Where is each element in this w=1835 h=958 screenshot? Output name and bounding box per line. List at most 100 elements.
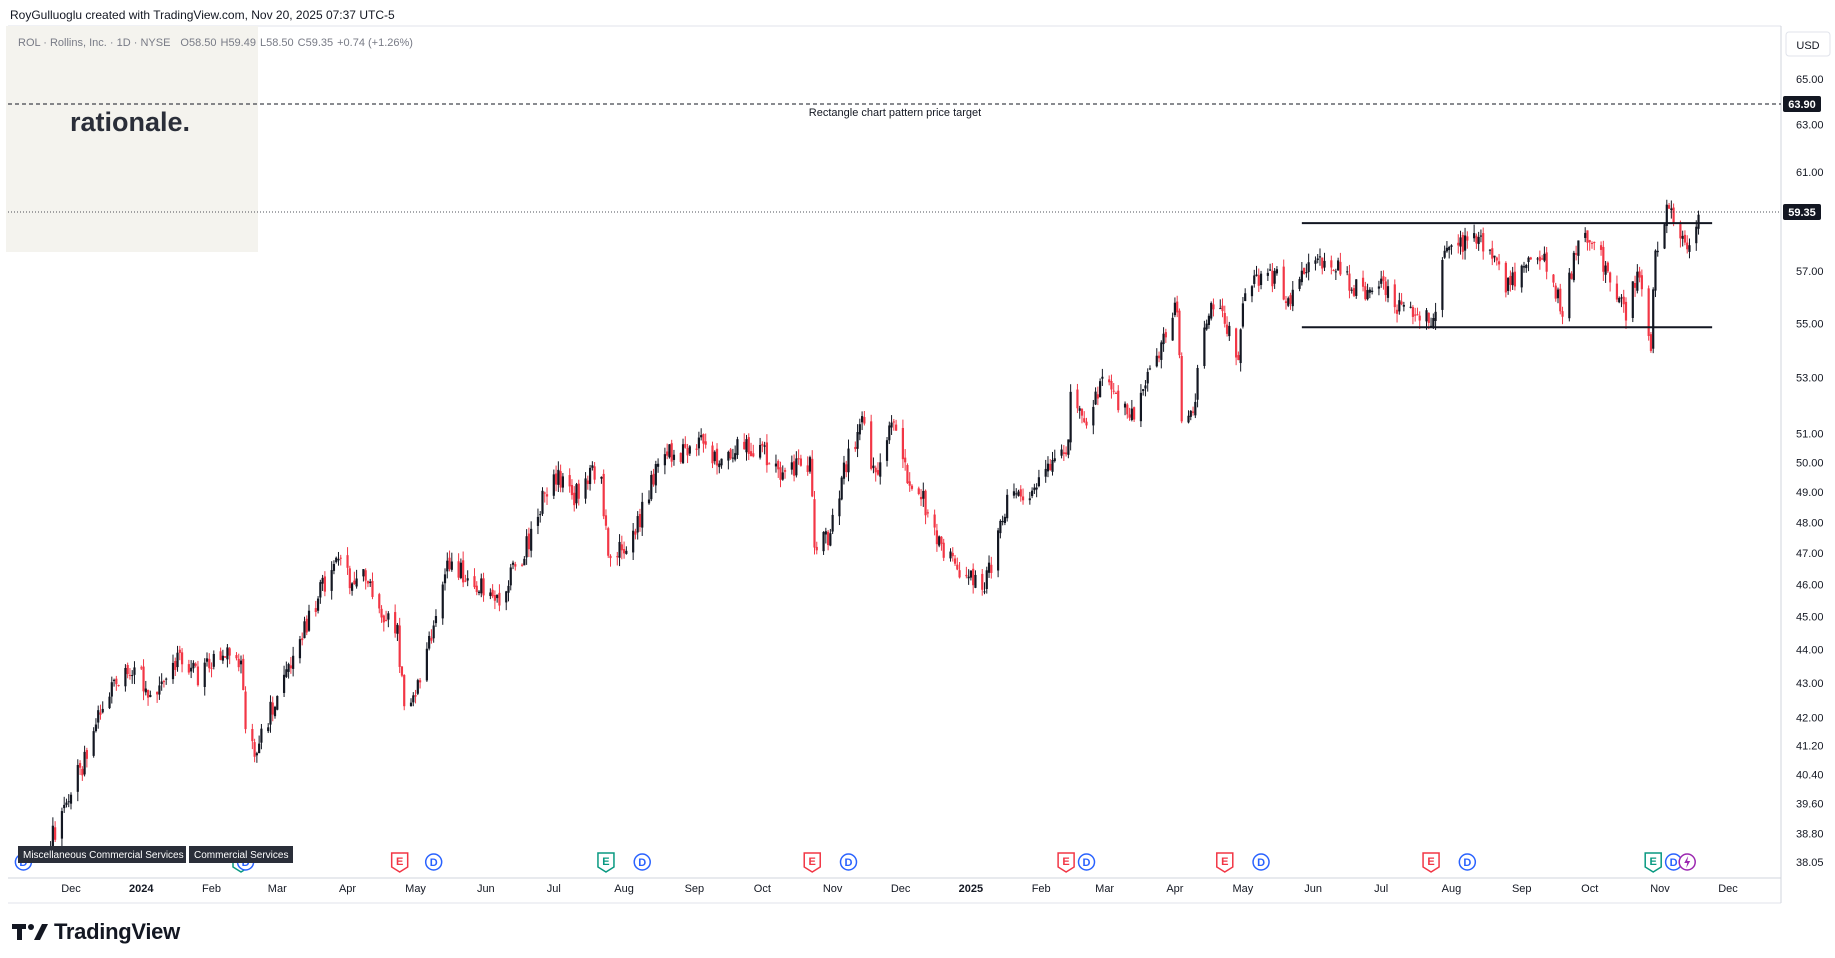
svg-text:D: D xyxy=(1670,857,1678,869)
sector-tag-label: Commercial Services xyxy=(194,850,288,861)
candle-body xyxy=(1191,411,1195,413)
candle-body xyxy=(1602,246,1605,272)
candle-body xyxy=(1672,207,1675,224)
candle-body xyxy=(895,424,898,431)
candle-body xyxy=(681,444,685,464)
candle-body xyxy=(525,536,528,558)
candle-body xyxy=(1570,273,1573,279)
candle-body xyxy=(1402,304,1405,307)
candle-body xyxy=(679,452,682,462)
last-price-value: 59.35 xyxy=(1788,207,1816,219)
candle-body xyxy=(1282,266,1285,300)
price-axis[interactable]: 65.00 63.00 61.00 57.00 55.00 53.00 51.00 50.00… xyxy=(1796,74,1824,869)
dividend-marker[interactable]: D xyxy=(1458,853,1477,871)
candle-body xyxy=(901,427,905,460)
candle-body xyxy=(60,811,64,839)
candle-body xyxy=(543,492,546,494)
dividend-marker[interactable]: D xyxy=(1077,853,1096,871)
candle-body xyxy=(316,598,320,611)
dividend-marker[interactable]: D xyxy=(633,853,651,871)
candle-body xyxy=(1683,234,1687,243)
candle-body xyxy=(224,656,227,658)
candle-body xyxy=(734,453,737,460)
dividend-marker[interactable]: D xyxy=(839,853,858,871)
candle-body xyxy=(935,530,939,545)
candle-body xyxy=(609,555,612,559)
candle-body xyxy=(1679,224,1682,239)
split-marker[interactable] xyxy=(1678,853,1696,871)
candle-body xyxy=(1609,272,1612,283)
earnings-marker[interactable]: E xyxy=(1422,852,1440,873)
candle-body xyxy=(588,467,592,485)
earnings-marker[interactable]: E xyxy=(390,852,409,873)
earnings-marker[interactable]: E xyxy=(1644,852,1662,873)
candle-body xyxy=(371,580,374,597)
candle-body xyxy=(511,562,515,565)
candle-body xyxy=(552,474,555,496)
candle-body xyxy=(573,492,576,506)
candle-body xyxy=(1266,272,1269,276)
candle-body xyxy=(212,653,215,667)
candle-body xyxy=(890,422,893,428)
candle-body xyxy=(208,658,211,669)
candle-body xyxy=(1425,310,1428,322)
candle-body xyxy=(1160,342,1163,360)
time-tick-label: Nov xyxy=(823,883,843,895)
candle-body xyxy=(1164,332,1167,338)
earnings-marker[interactable]: E xyxy=(597,852,615,873)
candle-body xyxy=(879,462,882,477)
candle-body xyxy=(1339,261,1342,275)
candle-body xyxy=(174,660,177,670)
brand-watermark: rationale. xyxy=(70,107,190,137)
candle-body xyxy=(933,514,936,528)
candle-body xyxy=(1575,253,1578,255)
time-tick-label: Jun xyxy=(1304,883,1322,895)
candle-body xyxy=(1361,277,1365,287)
earnings-marker[interactable]: E xyxy=(1216,852,1234,873)
candle-body xyxy=(1241,303,1245,327)
candle-body xyxy=(1507,277,1510,291)
candle-body xyxy=(1482,233,1485,252)
earnings-marker[interactable]: E xyxy=(1057,852,1075,873)
candle-body xyxy=(307,610,311,631)
candle-body xyxy=(656,463,660,467)
candle-body xyxy=(1112,390,1115,392)
candle-body xyxy=(854,446,857,450)
chart-attribution: RoyGulluoglu created with TradingView.co… xyxy=(10,8,395,22)
tradingview-logo[interactable]: TradingView xyxy=(12,918,180,946)
time-tick-label: Dec xyxy=(1718,883,1738,895)
candle-body xyxy=(242,658,245,691)
dividend-marker[interactable]: D xyxy=(424,853,443,871)
candle-body xyxy=(938,536,941,546)
sector-tag[interactable] xyxy=(189,846,293,863)
price-tick-label: 45.00 xyxy=(1796,612,1824,624)
candle-body xyxy=(85,750,88,759)
candle-body xyxy=(67,801,70,803)
candle-body xyxy=(981,573,984,590)
candle-body xyxy=(670,443,673,462)
candle-body xyxy=(749,451,753,457)
candle-body xyxy=(477,591,481,593)
dividend-marker[interactable]: D xyxy=(1252,853,1270,871)
candle-body xyxy=(536,516,540,526)
candle-body xyxy=(346,555,349,568)
time-tick-label: Jul xyxy=(547,883,561,895)
candle-body xyxy=(384,619,388,621)
time-tick-label: 2024 xyxy=(129,883,154,895)
candle-body xyxy=(1257,275,1260,286)
candle-body xyxy=(1046,463,1050,472)
candle-body xyxy=(323,576,326,592)
earnings-marker[interactable]: E xyxy=(803,852,821,873)
sector-tag[interactable] xyxy=(18,846,186,863)
candle-body xyxy=(545,494,549,497)
time-tick-label: Mar xyxy=(268,883,287,895)
currency-button[interactable] xyxy=(1785,31,1831,57)
price-tick-label: 47.00 xyxy=(1796,548,1824,560)
candle-body xyxy=(1556,289,1560,299)
time-tick-label: Mar xyxy=(1095,883,1114,895)
time-axis[interactable]: Dec 2024 Feb Mar Apr May Jun Jul Aug Sep Oct Nov Dec… xyxy=(61,883,1738,895)
candle-body xyxy=(577,483,580,499)
candle-body xyxy=(51,825,54,848)
candle-body xyxy=(1511,272,1514,286)
